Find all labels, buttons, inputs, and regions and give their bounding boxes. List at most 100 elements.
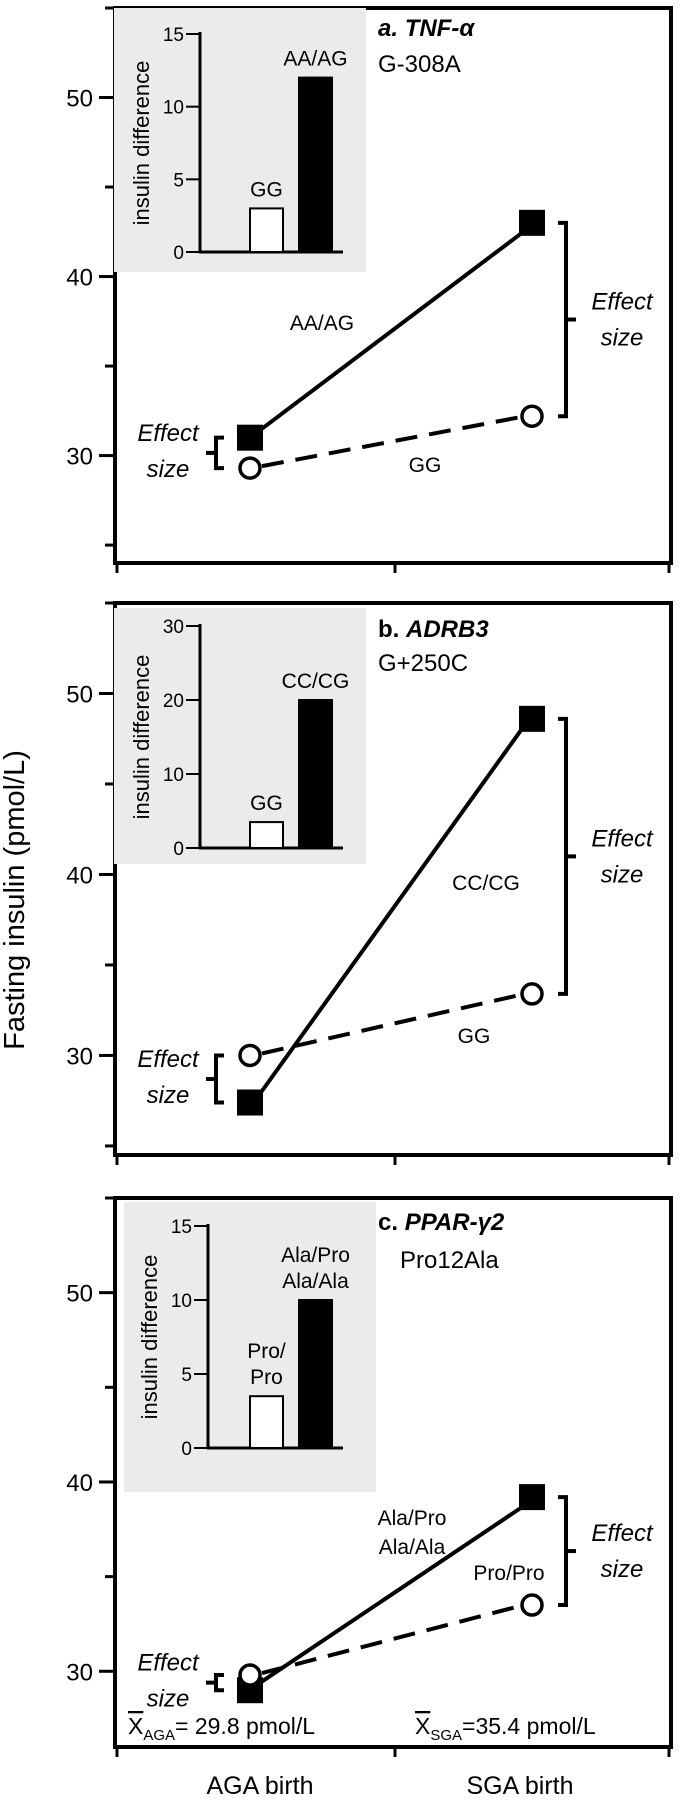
series-label-reference: GG (409, 454, 442, 477)
marker-open-circle (520, 982, 544, 1006)
inset-bar-reference (249, 821, 284, 849)
inset-bar-chart: 0 5 10 15 insulin difference Pro/Pro Ala/Pro Al… (124, 1202, 376, 1492)
y-tick-label: 30 (66, 1043, 93, 1070)
y-tick-label: 40 (66, 265, 93, 292)
x-axis: AGA birth SGA birth (207, 1772, 574, 1800)
panel-title-prefix: c. (378, 1209, 405, 1236)
inset-bar-reference (249, 207, 284, 253)
mean-note-aga-symbol: X (128, 1713, 143, 1739)
panel-subtitle: Pro12Ala (400, 1247, 499, 1274)
series-line-reference (261, 415, 521, 469)
panel-title: b. ADRB3 (378, 616, 489, 643)
effect-size-bracket-right (558, 716, 568, 996)
inset-y-tick-label: 10 (171, 1291, 192, 1312)
panel-c: 30 40 50 c. PPAR-γ2 Pro12Ala 0 5 10 15 insulin di… (66, 1196, 673, 1757)
series-label-reference: Pro/Pro (473, 1562, 544, 1585)
y-tick-label: 30 (66, 1659, 93, 1686)
marker-filled-square (519, 1484, 545, 1511)
inset-y-tick-label: 5 (181, 1365, 192, 1386)
panel-b: 30 40 50 b. ADRB3 G+250C 0 10 20 30 insulin diffe… (66, 601, 673, 1165)
effect-size-bracket-left (214, 1053, 224, 1105)
mean-notes: XAGA= 29.8 pmol/L XSGA=35.4 pmol/L (128, 1713, 596, 1744)
mean-note-aga-value: = 29.8 pmol/L (175, 1713, 315, 1739)
inset-bar-reference (249, 1395, 284, 1449)
inset-bar-label: CC/CG (282, 670, 350, 693)
effect-size-label-right: Effect (591, 825, 654, 852)
effect-size-bracket-left (214, 435, 224, 471)
series-label-risk: Ala/Ala (379, 1536, 446, 1559)
inset-y-tick-label: 10 (163, 765, 184, 786)
inset-y-label: insulin difference (129, 655, 154, 820)
effect-size-label-right: size (601, 861, 644, 888)
effect-size-label-right: Effect (591, 1520, 654, 1547)
series-line-reference (261, 992, 521, 1056)
effect-size-label-left: size (147, 1082, 190, 1109)
marker-open-circle (238, 1663, 262, 1687)
effect-size-label-right: size (601, 1556, 644, 1583)
inset-bar-label: AA/AG (283, 48, 347, 71)
mean-note-aga: XAGA= 29.8 pmol/L (128, 1713, 315, 1744)
inset-y-tick-label: 0 (181, 1439, 192, 1460)
panel-subtitle: G+250C (378, 650, 468, 677)
panel-title: c. PPAR-γ2 (378, 1209, 505, 1236)
inset-y-tick-label: 15 (163, 25, 184, 46)
effect-size-label-left: size (147, 1686, 190, 1713)
series-line-risk (256, 727, 524, 1098)
mean-note-sga-symbol: X (415, 1713, 430, 1739)
marker-filled-square (237, 1089, 263, 1116)
effect-size-label-right: Effect (591, 289, 654, 316)
panel-frame (113, 6, 673, 565)
inset-bar-risk (298, 1299, 333, 1449)
marker-open-circle (520, 404, 544, 428)
effect-size-label-left: Effect (137, 420, 200, 447)
inset-y-tick-label: 5 (173, 170, 184, 191)
effect-size-bracket-right (558, 1495, 568, 1608)
effect-size-label-right: size (601, 325, 644, 352)
inset-bar-label: Ala/Ala (282, 1270, 349, 1293)
mean-note-sga-value: =35.4 pmol/L (462, 1713, 596, 1739)
panel-frame (113, 601, 673, 1157)
inset-bar-chart: 0 10 20 30 insulin difference GG CC/CG (114, 608, 366, 864)
y-tick-label: 50 (66, 681, 93, 708)
panel-title-gene: TNF-α (405, 15, 476, 42)
inset-bar-label: Pro (250, 1366, 283, 1389)
marker-filled-square (237, 424, 263, 451)
panel-title-gene: ADRB3 (405, 616, 489, 643)
series-line-reference (261, 1604, 521, 1675)
panel-title: a. TNF-α (378, 15, 475, 42)
effect-size-label-left: Effect (137, 1046, 200, 1073)
mean-note-sga: XSGA=35.4 pmol/L (415, 1713, 596, 1744)
effect-size-bracket-left (214, 1673, 224, 1693)
marker-filled-square (519, 209, 545, 236)
y-tick-label: 40 (66, 862, 93, 889)
inset-y-tick-label: 15 (171, 1217, 192, 1238)
inset-bar-label: Pro/ (247, 1340, 286, 1363)
y-tick-label: 30 (66, 444, 93, 471)
marker-open-circle (238, 1043, 262, 1068)
panel-subtitle: G-308A (378, 51, 461, 78)
effect-size-label-left: size (147, 456, 190, 483)
mean-note-aga-subscript: AGA (143, 1727, 175, 1744)
effect-size-label-left: Effect (137, 1650, 200, 1677)
panel-title-prefix: a. (378, 15, 405, 42)
inset-y-label: insulin difference (129, 61, 154, 226)
panel-frame (113, 1196, 673, 1749)
inset-y-tick-label: 0 (173, 839, 184, 860)
panel-title-gene: PPAR-γ2 (405, 1209, 505, 1236)
inset-bar-chart: 0 5 10 15 insulin difference GG AA/AG (114, 8, 366, 272)
y-tick-label: 40 (66, 1470, 93, 1497)
series-line-risk (256, 231, 524, 434)
x-category-label: SGA birth (467, 1772, 574, 1800)
series-label-reference: GG (458, 1025, 491, 1048)
y-tick-label: 50 (66, 1281, 93, 1308)
mean-note-sga-subscript: SGA (430, 1727, 462, 1744)
inset-y-tick-label: 30 (163, 617, 184, 638)
inset-y-tick-label: 0 (173, 243, 184, 264)
y-axis-label: Fasting insulin (pmol/L) (0, 750, 31, 1050)
inset-y-tick-label: 10 (163, 98, 184, 119)
panel-title-prefix: b. (378, 616, 406, 643)
panel-a: 30 40 50 a. TNF-α G-308A 0 5 10 15 insulin differ… (66, 6, 673, 573)
inset-y-tick-label: 20 (163, 691, 184, 712)
effect-size-bracket-right (558, 220, 568, 419)
